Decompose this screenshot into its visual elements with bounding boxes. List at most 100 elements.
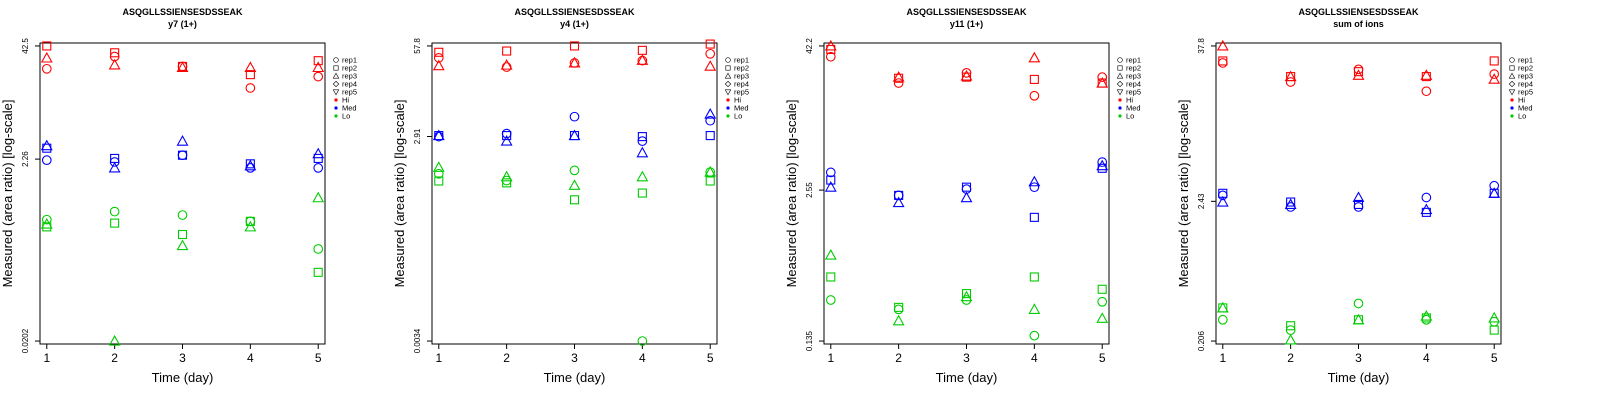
data-point-hi-rep2 (245, 70, 255, 80)
legend-label: rep1 (1126, 56, 1141, 65)
data-point-hi-rep2 (1489, 56, 1499, 66)
data-point-hi-rep3 (704, 60, 717, 71)
legend-label: rep3 (342, 72, 357, 81)
data-point-med-rep2 (637, 132, 647, 142)
legend-label: rep3 (734, 72, 749, 81)
data-point-lo-rep2 (502, 178, 512, 188)
legend-label: rep4 (1126, 80, 1141, 89)
data-point-hi-rep3 (568, 56, 581, 68)
data-point-lo-rep1 (1029, 330, 1040, 341)
legend-marker-lo (726, 114, 730, 118)
legend-marker-med (1510, 106, 1514, 110)
data-point-lo-rep2 (434, 176, 444, 186)
data-point-med-rep3 (1352, 191, 1365, 203)
data-point-lo-rep3 (892, 314, 905, 326)
y-tick-label: 2.55 (805, 182, 814, 198)
data-point-lo-rep1 (109, 206, 120, 217)
x-tick-label: 1 (435, 351, 442, 365)
data-point-med-rep2 (177, 150, 188, 160)
legend-marker-rep1 (725, 57, 731, 63)
data-point-med-rep2 (1353, 199, 1364, 209)
legend-label: rep5 (342, 88, 357, 97)
legend-marker-rep3 (724, 72, 732, 79)
x-tick-label: 1 (43, 351, 50, 365)
legend-label: rep5 (1126, 88, 1141, 97)
data-point-med-rep3 (500, 134, 513, 146)
data-point-med-rep2 (826, 175, 836, 185)
data-point-hi-rep2 (1353, 67, 1364, 77)
legend-label: Med (342, 104, 357, 113)
data-point-hi-rep1 (1097, 72, 1108, 82)
legend-marker-hi (1510, 98, 1514, 102)
data-point-lo-rep1 (433, 168, 444, 179)
data-point-lo-rep2 (705, 176, 715, 186)
chart-subtitle: sum of ions (1333, 19, 1384, 29)
data-point-med-rep3 (432, 129, 445, 141)
legend-label: rep2 (734, 64, 749, 73)
legend-marker-med (726, 106, 730, 110)
data-point-lo-rep3 (636, 170, 649, 182)
legend-marker-rep1 (1117, 57, 1123, 63)
legend-marker-rep4 (724, 80, 732, 88)
data-point-lo-rep1 (1217, 314, 1228, 325)
legend-marker-med (334, 106, 338, 110)
y-axis-label: Measured (area ratio) [log-scale] (1176, 100, 1191, 288)
legend-marker-rep5 (332, 89, 340, 96)
data-point-med-rep3 (704, 107, 717, 119)
legend-label: Med (1126, 104, 1141, 113)
legend-marker-rep4 (332, 80, 340, 88)
legend-marker-hi (726, 98, 730, 102)
legend-marker-rep2 (725, 65, 731, 71)
data-point-hi-rep1 (825, 51, 836, 62)
legend-marker-rep1 (1509, 57, 1515, 63)
data-point-hi-rep2 (313, 56, 323, 66)
chart-subtitle: y4 (1+) (560, 19, 589, 29)
data-point-med-rep3 (1420, 203, 1433, 215)
x-tick-label: 2 (503, 351, 510, 365)
x-axis-label: Time (day) (936, 370, 998, 385)
data-point-lo-rep1 (893, 304, 904, 315)
data-point-med-rep1 (1097, 157, 1108, 167)
x-tick-label: 5 (315, 351, 322, 365)
data-point-lo-rep2 (1489, 325, 1499, 335)
x-tick-label: 4 (639, 351, 646, 365)
legend-marker-rep5 (1508, 89, 1516, 96)
legend-marker-lo (1118, 114, 1122, 118)
legend-marker-rep2 (1117, 65, 1123, 71)
data-point-lo-rep1 (825, 295, 836, 305)
legend-label: Med (734, 104, 749, 113)
data-point-hi-rep1 (245, 83, 256, 93)
y-tick-label: 0.0034 (413, 328, 422, 353)
x-tick-label: 3 (963, 351, 970, 365)
data-point-hi-rep3 (1488, 73, 1501, 84)
x-axis-label: Time (day) (1328, 370, 1390, 385)
data-point-med-rep1 (177, 150, 188, 161)
chart-title: ASQGLLSSIENSESDSSEAK (1298, 7, 1419, 17)
data-point-hi-rep2 (42, 41, 52, 51)
data-point-lo-rep3 (500, 170, 513, 182)
data-point-lo-rep2 (313, 267, 323, 277)
data-point-lo-rep1 (177, 210, 188, 220)
x-axis-label: Time (day) (152, 370, 214, 385)
legend-marker-rep2 (333, 65, 339, 71)
data-point-med-rep3 (568, 129, 581, 141)
panel-4: ASQGLLSSIENSESDSSEAK sum of ions 1 2 3 4 5 0.20… (1176, 7, 1533, 385)
data-point-med-rep2 (313, 153, 323, 163)
chart-subtitle: y7 (1+) (168, 19, 197, 29)
data-point-hi-rep2 (637, 45, 647, 55)
data-point-hi-rep3 (244, 61, 257, 73)
y-tick-label: 2.91 (413, 128, 422, 144)
x-tick-label: 3 (1355, 351, 1362, 365)
legend-label: rep4 (342, 80, 357, 89)
data-point-lo-rep3 (432, 161, 445, 172)
x-tick-label: 1 (827, 351, 834, 365)
data-point-lo-rep2 (961, 289, 972, 299)
legend-label: rep5 (1518, 88, 1533, 97)
data-point-lo-rep3 (244, 220, 257, 232)
x-tick-label: 4 (247, 351, 254, 365)
data-point-hi-rep3 (500, 58, 513, 70)
data-point-med-rep3 (892, 196, 905, 208)
y-axis-label: Measured (area ratio) [log-scale] (0, 100, 15, 288)
data-point-lo-rep3 (1096, 312, 1109, 323)
